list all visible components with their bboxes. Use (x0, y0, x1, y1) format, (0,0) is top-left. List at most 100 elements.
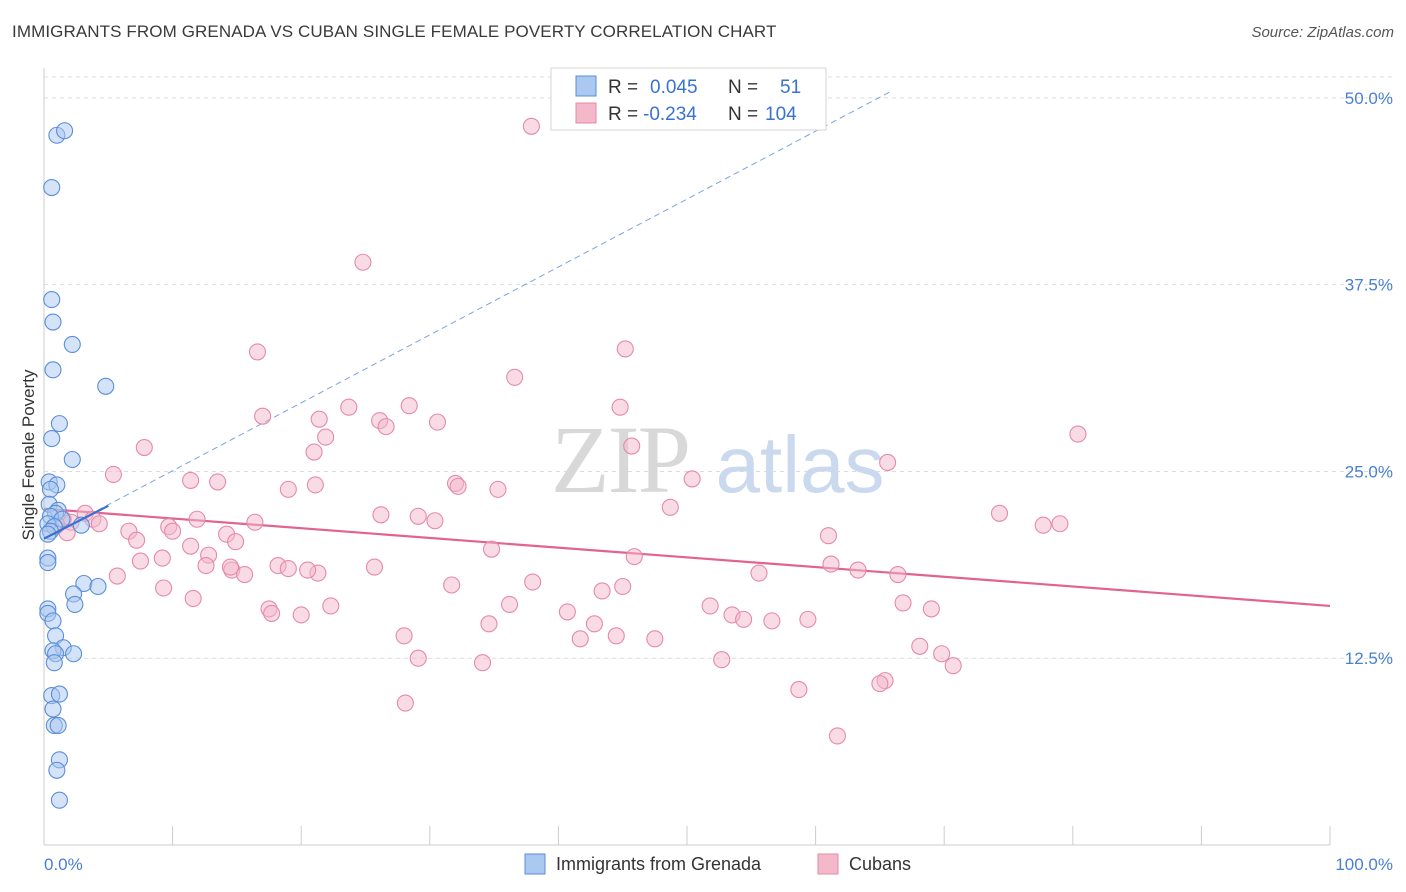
grenada-point-32 (44, 612, 62, 630)
cubans-point-25 (489, 480, 507, 498)
cubans-point-82 (701, 597, 719, 615)
grenada-point-40 (50, 685, 68, 703)
legend-blue-swatch (575, 75, 597, 97)
cubans-point-104 (871, 675, 889, 693)
grenada-point-2 (43, 178, 61, 197)
grenada-point-3 (43, 291, 61, 309)
cubans-point-100 (713, 651, 731, 669)
cubans-point-73 (524, 573, 542, 591)
bottom-legend-pink-swatch (817, 853, 839, 875)
cubans-point-19 (104, 465, 122, 483)
legend-blue-r: 0.045 (650, 77, 698, 98)
cubans-point-105 (396, 694, 414, 712)
cubans-point-37 (246, 513, 264, 531)
cubans-point-97 (933, 645, 951, 663)
grenada-point-25 (39, 554, 57, 572)
cubans-point-45 (1034, 516, 1052, 534)
cubans-point-20 (182, 471, 200, 489)
cubans-point-92 (263, 604, 281, 622)
cubans-point-106 (828, 727, 847, 745)
bottom-legend-blue-label: Immigrants from Grenada (556, 854, 762, 874)
cubans-point-17 (623, 437, 641, 455)
cubans-point-62 (625, 548, 643, 566)
cubans-point-55 (197, 557, 215, 575)
axes (43, 68, 1331, 846)
bottom-legend-pink-label: Cubans (849, 854, 911, 874)
cubans-point-96 (911, 637, 929, 655)
cubans-point-21 (209, 473, 227, 491)
cubans-point-7 (254, 407, 272, 425)
grenada-point-29 (66, 595, 84, 613)
cubans-point-13 (317, 428, 335, 446)
cubans-point-2 (248, 343, 267, 361)
cubans-point-10 (377, 418, 395, 436)
cubans-point-12 (611, 398, 629, 416)
cubans-point-34 (90, 515, 108, 533)
top-legend: R = 0.045 N = 51 R = -0.234 N = 104 (550, 67, 827, 131)
cubans-point-98 (409, 649, 427, 667)
x-tick-label-0: 0.0% (44, 855, 83, 874)
cubans-point-65 (849, 561, 867, 579)
cubans-point-53 (153, 549, 171, 567)
cubans-point-89 (585, 615, 603, 633)
cubans-point-46 (1051, 515, 1069, 533)
cubans-point-81 (558, 603, 576, 621)
watermark: ZIP atlas (551, 406, 884, 513)
cubans-point-67 (108, 567, 126, 585)
y-tick-label-0: 12.5% (1345, 649, 1393, 668)
grenada-point-5 (63, 335, 81, 353)
grenada-point-13 (41, 480, 59, 498)
svg-text:R =: R = (608, 77, 638, 98)
cubans-point-48 (128, 531, 146, 549)
cubans-point-84 (735, 610, 753, 628)
grenada-point-43 (49, 716, 67, 735)
cubans-point-24 (449, 477, 467, 495)
cubans-point-69 (184, 589, 202, 608)
cubans-point-94 (571, 630, 589, 648)
legend-pink-r: -0.234 (643, 104, 697, 125)
grenada-point-1 (56, 122, 74, 140)
cubans-point-28 (372, 506, 390, 524)
svg-text:R =: R = (608, 104, 638, 125)
cubans-point-90 (607, 627, 625, 645)
grenada-point-27 (89, 577, 107, 596)
grenada-points (39, 122, 115, 809)
watermark-atlas: atlas (716, 420, 885, 509)
cubans-point-29 (661, 498, 679, 516)
cubans-point-99 (473, 654, 492, 672)
grenada-point-46 (50, 791, 68, 809)
legend-pink-swatch (575, 102, 597, 124)
y-axis-label: Single Female Poverty (19, 369, 38, 541)
cubans-point-74 (593, 582, 611, 600)
legend-pink-n: 104 (765, 104, 797, 125)
y-tick-label-3: 50.0% (1345, 89, 1393, 108)
trend-lines (43, 89, 1331, 608)
cubans-point-86 (894, 594, 912, 612)
cubans-point-16 (305, 443, 323, 461)
cubans-point-61 (482, 540, 501, 558)
cubans-point-49 (164, 522, 182, 540)
cubans-point-64 (822, 555, 840, 573)
cubans-point-75 (614, 577, 632, 596)
grenada-point-41 (44, 700, 62, 718)
cubans-point-63 (750, 564, 768, 582)
cubans-point-102 (790, 681, 808, 699)
cubans-point-18 (879, 453, 897, 472)
source-credit: Source: ZipAtlas.com (1251, 24, 1394, 41)
cubans-point-80 (500, 595, 519, 613)
cubans-point-88 (480, 615, 498, 633)
cubans-point-79 (443, 576, 461, 594)
y-tick-label-2: 37.5% (1345, 276, 1393, 295)
svg-text:N =: N = (728, 77, 758, 98)
grenada-point-7 (97, 377, 115, 395)
cubans-point-93 (395, 627, 413, 645)
cubans-point-72 (299, 561, 317, 579)
cubans-point-22 (306, 476, 324, 494)
cubans-point-26 (279, 480, 297, 498)
cubans-point-95 (763, 612, 781, 630)
cubans-point-101 (944, 657, 962, 675)
grenada-point-9 (43, 430, 61, 448)
cubans-point-50 (227, 533, 245, 551)
cubans-point-14 (1069, 425, 1087, 443)
